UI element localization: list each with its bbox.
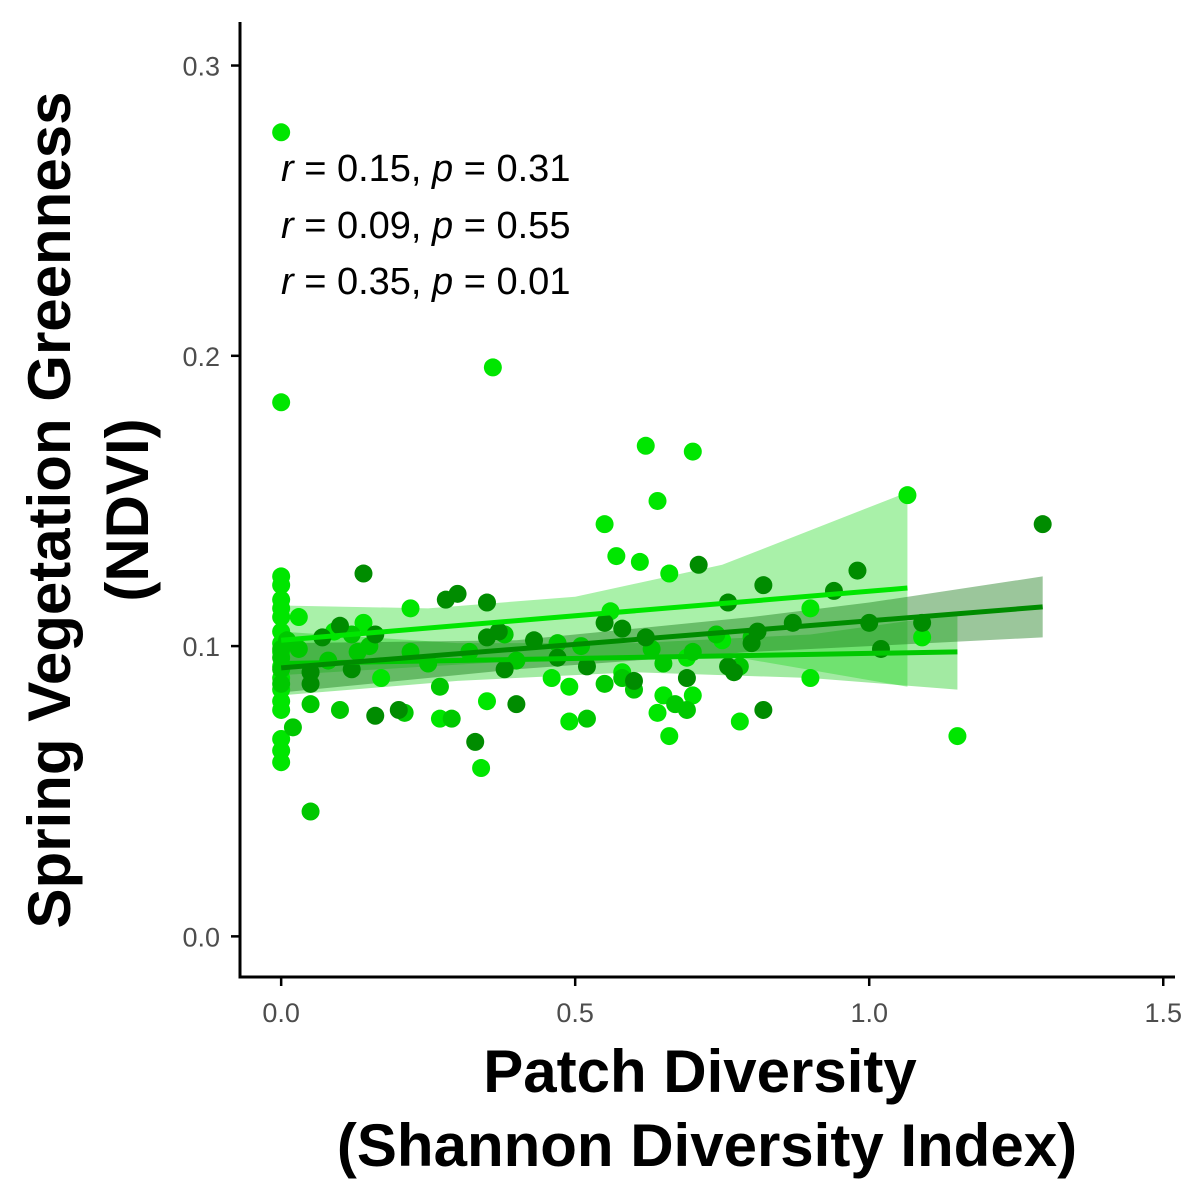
x-tick-label: 1.0 — [850, 998, 888, 1028]
data-point — [660, 727, 679, 746]
data-point — [489, 622, 508, 641]
y-tick-label: 0.2 — [182, 342, 220, 372]
data-point — [595, 515, 614, 534]
regression-line — [281, 649, 958, 667]
data-point — [354, 564, 373, 583]
data-point — [660, 564, 679, 583]
data-point — [577, 657, 596, 676]
data-point — [472, 759, 491, 778]
data-point — [683, 686, 702, 705]
data-point — [372, 669, 391, 688]
correlation-annotation: r = 0.09, p = 0.55 — [281, 205, 570, 247]
data-point — [477, 692, 496, 711]
y-axis-title-line-1: Spring Vegetation Greenness — [16, 92, 83, 929]
data-point — [613, 619, 632, 638]
data-point — [272, 608, 291, 627]
y-axis-title-line-2: (NDVI) — [94, 418, 161, 601]
data-point — [898, 486, 917, 505]
data-point — [272, 393, 291, 412]
data-point — [430, 677, 449, 696]
data-point — [401, 599, 420, 618]
data-point — [542, 669, 561, 688]
axes: 0.0 0.5 1.0 1.5 0.0 0.1 0.2 0.3 — [182, 22, 1182, 1028]
data-point — [630, 552, 649, 571]
data-point — [801, 669, 820, 688]
data-point — [289, 639, 308, 658]
data-point — [283, 718, 302, 737]
data-point — [301, 695, 320, 714]
data-point — [272, 674, 291, 693]
data-points — [272, 123, 1052, 821]
data-point — [560, 712, 579, 731]
data-point — [466, 732, 485, 751]
data-point — [730, 712, 749, 731]
data-point — [948, 727, 967, 746]
data-point — [595, 674, 614, 693]
x-axis-title-line-1: Patch Diversity — [483, 1038, 917, 1105]
regression-lines — [280, 585, 1043, 671]
data-point — [824, 581, 843, 600]
data-point — [801, 599, 820, 618]
data-point — [330, 616, 349, 635]
x-axis-title-line-2: (Shannon Diversity Index) — [337, 1112, 1077, 1179]
data-point — [677, 700, 696, 719]
data-point — [354, 613, 373, 632]
data-point — [683, 442, 702, 461]
data-point — [848, 561, 867, 580]
data-point — [913, 628, 932, 647]
data-point — [272, 123, 291, 142]
data-point — [689, 555, 708, 574]
data-point — [330, 700, 349, 719]
data-point — [1033, 515, 1052, 534]
correlation-annotations: r = 0.15, p = 0.31 r = 0.09, p = 0.55 r = … — [281, 148, 570, 303]
data-point — [272, 700, 291, 719]
data-point — [272, 576, 291, 595]
data-point — [677, 669, 696, 688]
x-tick-label: 0.5 — [556, 998, 594, 1028]
y-tick-label: 0.3 — [182, 52, 220, 82]
y-axis-ticks: 0.0 0.1 0.2 0.3 — [182, 52, 240, 952]
data-point — [301, 802, 320, 821]
data-point — [636, 436, 655, 455]
correlation-annotation: r = 0.35, p = 0.01 — [281, 261, 570, 303]
data-point — [624, 671, 643, 690]
data-point — [495, 660, 514, 679]
data-point — [477, 593, 496, 612]
data-point — [289, 608, 308, 627]
confidence-band — [281, 576, 1043, 693]
x-tick-label: 0.0 — [262, 998, 300, 1028]
x-axis-ticks: 0.0 0.5 1.0 1.5 — [262, 977, 1182, 1028]
regression-line — [280, 604, 1043, 671]
data-point — [483, 358, 502, 377]
data-point — [389, 700, 408, 719]
data-point — [648, 491, 667, 510]
regression-line — [280, 585, 908, 643]
data-point — [442, 709, 461, 728]
data-point — [577, 709, 596, 728]
y-tick-label: 0.1 — [182, 632, 220, 662]
data-point — [648, 703, 667, 722]
data-point — [560, 677, 579, 696]
data-point — [595, 613, 614, 632]
data-point — [724, 663, 743, 682]
y-tick-label: 0.0 — [182, 922, 220, 952]
data-point — [272, 753, 291, 772]
data-point — [448, 584, 467, 603]
data-point — [607, 547, 626, 566]
confidence-band — [281, 614, 958, 696]
correlation-annotation: r = 0.15, p = 0.31 — [281, 148, 570, 190]
data-point — [366, 706, 385, 725]
data-point — [507, 695, 526, 714]
data-point — [754, 576, 773, 595]
data-point — [754, 700, 773, 719]
x-tick-label: 1.5 — [1144, 998, 1182, 1028]
